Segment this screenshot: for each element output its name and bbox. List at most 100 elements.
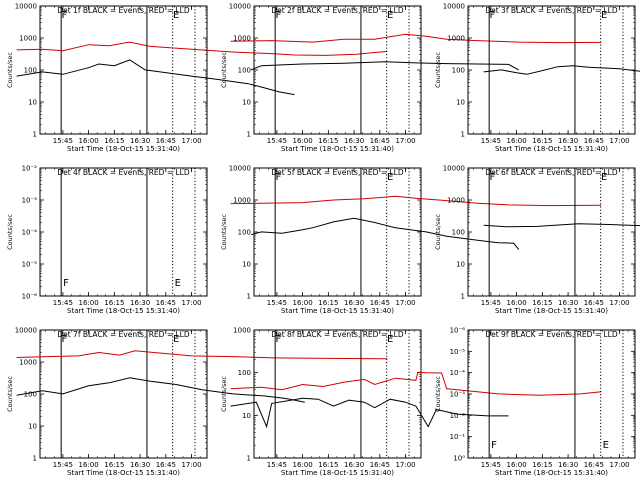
x-tick-label: 16:45 xyxy=(370,461,390,469)
marker-e: E xyxy=(387,172,393,183)
x-axis-label: Start Time (18-Oct-15 15:31:40) xyxy=(495,307,608,315)
plot-frame xyxy=(39,167,208,297)
x-tick-label: 16:15 xyxy=(318,137,338,145)
y-tick-label: 10⁻⁴ xyxy=(450,369,466,377)
panel-title: Det 6f BLACK = Events, RED = LLD xyxy=(485,168,618,177)
marker-e: E xyxy=(601,10,607,21)
y-tick-label: 10000 xyxy=(443,3,465,11)
y-tick-label: 10⁻² xyxy=(22,165,38,173)
y-axis-label: Counts/sec xyxy=(220,214,228,250)
x-tick-label: 15:45 xyxy=(53,137,73,145)
panel-title: Det 9f BLACK = Events, RED = LLD xyxy=(485,330,618,339)
y-tick-label: 1 xyxy=(33,131,37,139)
marker-f: F xyxy=(489,10,495,21)
y-tick-label: 10⁻⁵ xyxy=(450,348,466,356)
y-tick-label: 1000 xyxy=(447,197,465,205)
x-tick-label: 16:30 xyxy=(558,461,578,469)
lld-series xyxy=(230,33,602,44)
marker-f: F xyxy=(491,440,497,451)
x-tick-label: 16:45 xyxy=(156,137,176,145)
panel-8: Det 8f BLACK = Events, RED = LLD 1 10 100 10… xyxy=(220,327,602,477)
x-tick-label: 16:15 xyxy=(532,299,552,307)
x-tick-label: 15:45 xyxy=(481,299,501,307)
x-tick-label: 16:30 xyxy=(130,299,150,307)
panel-3: Det 3f BLACK = Events, RED = LLD 1 10 100 10… xyxy=(434,3,640,153)
x-tick-label: 15:45 xyxy=(481,137,501,145)
x-tick-label: 17:00 xyxy=(181,299,201,307)
x-tick-label: 16:30 xyxy=(558,299,578,307)
y-tick-label: 10⁰ xyxy=(453,455,465,463)
marker-e: E xyxy=(601,172,607,183)
x-tick-label: 16:45 xyxy=(584,461,604,469)
x-axis-label: Start Time (18-Oct-15 15:31:40) xyxy=(495,469,608,477)
x-axis-label: Start Time (18-Oct-15 15:31:40) xyxy=(281,307,394,315)
x-tick-label: 16:30 xyxy=(344,461,364,469)
y-axis-label: Counts/sec xyxy=(6,376,14,412)
y-axis-label: Counts/sec xyxy=(220,376,228,412)
y-axis-label: Counts/sec xyxy=(434,376,442,412)
y-axis-label: Counts/sec xyxy=(6,214,14,250)
y-tick-label: 10 xyxy=(242,261,251,269)
marker-f: F xyxy=(275,334,281,345)
plot-frame xyxy=(39,5,208,135)
marker-f: F xyxy=(275,10,281,21)
y-tick-label: 100 xyxy=(452,67,465,75)
x-axis-label: Start Time (18-Oct-15 15:31:40) xyxy=(281,469,394,477)
y-tick-label: 10000 xyxy=(15,3,37,11)
events-series xyxy=(16,59,295,96)
y-tick-label: 100 xyxy=(238,369,251,377)
lld-series xyxy=(16,41,388,56)
panel-9: Det 9f BLACK = Events, RED = LLD 10⁰ 10⁻¹ 1… xyxy=(434,327,636,477)
x-axis-label: Start Time (18-Oct-15 15:31:40) xyxy=(67,145,180,153)
plot-frame xyxy=(467,329,636,459)
x-tick-label: 16:00 xyxy=(507,299,527,307)
y-tick-label: 10⁻⁴ xyxy=(22,229,38,237)
x-tick-label: 17:00 xyxy=(609,137,629,145)
marker-f: F xyxy=(61,10,67,21)
y-tick-label: 1000 xyxy=(19,359,37,367)
y-tick-label: 10000 xyxy=(229,165,251,173)
plot-frame xyxy=(253,167,422,297)
x-tick-label: 16:00 xyxy=(293,461,313,469)
y-axis-label: Counts/sec xyxy=(220,52,228,88)
x-tick-label: 15:45 xyxy=(53,461,73,469)
panel-title: Det 5f BLACK = Events, RED = LLD xyxy=(271,168,404,177)
marker-e: E xyxy=(173,10,179,21)
marker-f: F xyxy=(275,172,281,183)
lld-series xyxy=(230,195,602,207)
y-tick-label: 10 xyxy=(28,99,37,107)
y-tick-label: 10000 xyxy=(443,165,465,173)
x-tick-label: 16:15 xyxy=(104,461,124,469)
x-tick-label: 16:15 xyxy=(104,299,124,307)
x-tick-label: 15:45 xyxy=(267,461,287,469)
x-tick-label: 16:30 xyxy=(130,461,150,469)
x-tick-label: 15:45 xyxy=(481,461,501,469)
marker-f: F xyxy=(61,334,67,345)
x-tick-label: 17:00 xyxy=(609,461,629,469)
marker-e: E xyxy=(603,440,609,451)
marker-e: E xyxy=(173,334,179,345)
y-tick-label: 1 xyxy=(461,131,465,139)
x-axis-label: Start Time (18-Oct-15 15:31:40) xyxy=(495,145,608,153)
marker-f: F xyxy=(63,278,69,289)
x-tick-label: 16:45 xyxy=(370,299,390,307)
panel-2: Det 2f BLACK = Events, RED = LLD 1 10 100 10… xyxy=(220,3,602,153)
x-tick-label: 16:45 xyxy=(584,137,604,145)
x-tick-label: 16:00 xyxy=(79,137,99,145)
marker-e: E xyxy=(387,334,393,345)
events-series xyxy=(250,217,520,250)
x-tick-label: 16:00 xyxy=(79,461,99,469)
panel-title: Det 2f BLACK = Events, RED = LLD xyxy=(271,6,404,15)
y-tick-label: 100 xyxy=(24,67,37,75)
y-tick-label: 10⁻⁶ xyxy=(22,293,38,301)
y-tick-label: 10000 xyxy=(229,3,251,11)
y-tick-label: 10 xyxy=(456,99,465,107)
y-tick-label: 1000 xyxy=(233,197,251,205)
plot-frame xyxy=(467,5,636,135)
events-series xyxy=(230,397,509,429)
y-tick-label: 100 xyxy=(238,67,251,75)
panel-1: Det 1f BLACK = Events, RED = LLD 1 10 100 10… xyxy=(6,3,388,153)
y-tick-label: 1000 xyxy=(19,35,37,43)
y-tick-label: 1 xyxy=(247,131,251,139)
